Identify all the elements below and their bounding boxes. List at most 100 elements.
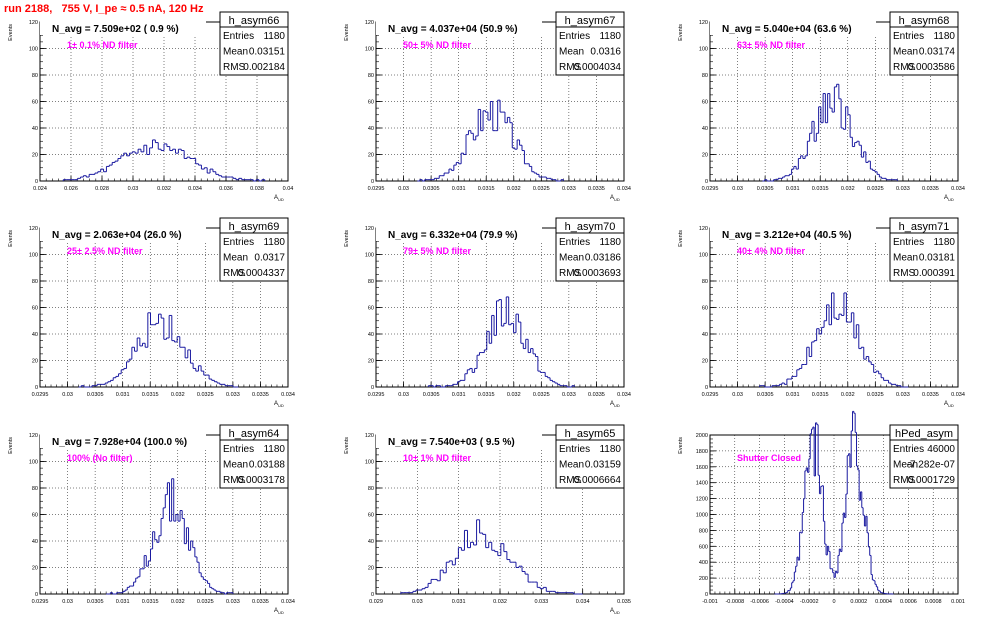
- x-tick-label: 0.0335: [922, 392, 939, 398]
- stats-mean-label: Mean: [893, 460, 918, 471]
- x-tick-label: 0.031: [786, 392, 800, 398]
- panel-h_asym67: 0.0295 0.03 0.0305 0.031 0.0315 0.032 0.0325 0.…: [344, 11, 631, 202]
- stats-box: [889, 26, 959, 76]
- n-avg-label: N_avg = 5.040e+04 (63.6 %): [722, 24, 852, 35]
- run-title: run 2188, 755 V, I_pe ≈ 0.5 nA, 120 Hz: [4, 3, 204, 15]
- y-tick-label: 100: [365, 460, 374, 466]
- y-tick-label: 1600: [696, 465, 708, 471]
- y-axis-label: Events: [8, 230, 14, 247]
- n-avg-label: N_avg = 4.037e+04 (50.9 %): [388, 24, 518, 35]
- panel-h_asym69: 0.0295 0.03 0.0305 0.031 0.0315 0.032 0.0325 0.…: [8, 217, 295, 408]
- stats-mean-value: 0.03174: [919, 47, 956, 58]
- x-tick-label: 0.0315: [142, 392, 159, 398]
- x-tick-label: 0.031: [786, 186, 800, 192]
- stats-box: [555, 439, 625, 489]
- y-tick-label: 0: [35, 592, 38, 598]
- y-tick-label: 1200: [696, 497, 708, 503]
- y-tick-label: 120: [29, 433, 38, 439]
- stats-mean-value: 0.03151: [249, 47, 286, 58]
- x-tick-label: 0.031: [452, 392, 466, 398]
- y-tick-label: 0: [371, 385, 374, 391]
- y-tick-label: 80: [702, 279, 708, 285]
- x-tick-label: 0.0325: [197, 392, 214, 398]
- x-tick-label: 0.033: [896, 186, 910, 192]
- n-avg-box: [376, 21, 542, 35]
- x-tick-label: 0.001: [951, 599, 965, 605]
- stats-title: h_asym67: [565, 15, 616, 27]
- x-tick-label: 0.0305: [757, 392, 774, 398]
- stats-rms-value: 0.0004337: [238, 268, 286, 279]
- y-axis-label: Events: [678, 24, 684, 41]
- y-tick-label: 0: [705, 592, 708, 598]
- filter-label: Shutter Closed: [737, 453, 801, 463]
- x-tick-label: 0.031: [452, 599, 466, 605]
- x-tick-label: 0.0315: [478, 392, 495, 398]
- y-axis-label: Events: [8, 437, 14, 454]
- stats-entries-value: 1180: [263, 31, 285, 42]
- stats-box: [219, 26, 289, 76]
- x-tick-label: 0.028: [95, 186, 109, 192]
- x-tick-label: 0.029: [369, 599, 383, 605]
- stats-mean-label: Mean: [559, 253, 584, 264]
- x-tick-label: 0.0335: [588, 392, 605, 398]
- x-tick-label: 0.0295: [368, 186, 385, 192]
- y-tick-label: 60: [702, 306, 708, 312]
- x-tick-label: 0.033: [226, 392, 240, 398]
- y-axis-label: Events: [344, 230, 350, 247]
- y-tick-label: 20: [702, 153, 708, 159]
- x-tick-label: -0.0006: [750, 599, 769, 605]
- x-tick-label: 0.0325: [867, 392, 884, 398]
- x-tick-label: 0.032: [507, 186, 521, 192]
- y-tick-label: 100: [699, 253, 708, 259]
- x-tick-label: 0.026: [64, 186, 78, 192]
- stats-mean-value: 0.03188: [249, 460, 286, 471]
- stats-mean-label: Mean: [893, 47, 918, 58]
- stats-mean-value: 0.03186: [585, 253, 622, 264]
- y-tick-label: 120: [699, 226, 708, 232]
- x-tick-label: 0.034: [281, 392, 295, 398]
- y-tick-label: 40: [368, 126, 374, 132]
- x-tick-label: 0.0295: [702, 392, 719, 398]
- y-tick-label: 60: [32, 306, 38, 312]
- y-tick-label: 80: [702, 73, 708, 79]
- x-tick-label: 0.035: [617, 599, 631, 605]
- y-tick-label: 40: [368, 332, 374, 338]
- y-tick-label: 0: [371, 179, 374, 185]
- stats-entries-value: 1180: [933, 31, 955, 42]
- x-tick-label: 0.032: [157, 186, 171, 192]
- stats-rms-label: RMS: [893, 268, 916, 279]
- x-tick-label: 0.0315: [478, 186, 495, 192]
- stats-rms-label: RMS: [223, 268, 246, 279]
- x-tick-label: 0.0295: [32, 392, 49, 398]
- x-tick-label: 0.0305: [423, 392, 440, 398]
- panel-h_asym70: 0.0295 0.03 0.0305 0.031 0.0315 0.032 0.0325 0.…: [344, 217, 631, 408]
- stats-mean-value: -7.282e-07: [907, 460, 956, 471]
- stats-rms-label: RMS: [223, 475, 246, 486]
- y-tick-label: 20: [702, 359, 708, 365]
- y-axis-label: Events: [8, 24, 14, 41]
- y-tick-label: 40: [32, 126, 38, 132]
- x-axis-label: AUD: [274, 195, 284, 202]
- stats-entries-label: Entries: [559, 444, 590, 455]
- filter-label: 63± 5% ND filter: [737, 40, 805, 50]
- stats-title: h_asym70: [565, 221, 616, 233]
- y-tick-label: 100: [365, 253, 374, 259]
- n-avg-box: [376, 434, 542, 448]
- n-avg-box: [710, 21, 876, 35]
- y-tick-label: 120: [365, 20, 374, 26]
- x-tick-label: 0.03: [62, 599, 73, 605]
- filter-label: 50± 5% ND filter: [403, 40, 471, 50]
- x-axis-label: AUD: [944, 401, 954, 408]
- x-tick-label: 0.03: [398, 186, 409, 192]
- x-tick-label: 0.0335: [588, 186, 605, 192]
- stats-rms-label: RMS: [893, 62, 916, 73]
- y-tick-label: 1400: [696, 481, 708, 487]
- n-avg-label: N_avg = 7.928e+04 (100.0 %): [52, 437, 187, 448]
- stats-rms-value: 0.0003586: [908, 62, 956, 73]
- stats-title: h_asym69: [229, 221, 280, 233]
- stats-box: [555, 232, 625, 282]
- x-tick-label: 0.0305: [423, 186, 440, 192]
- panel-hPed_asym: -0.001 -0.0008 -0.0006 -0.0004 -0.0002 0 0.000…: [678, 410, 965, 605]
- x-tick-label: 0.024: [33, 186, 47, 192]
- stats-entries-label: Entries: [559, 237, 590, 248]
